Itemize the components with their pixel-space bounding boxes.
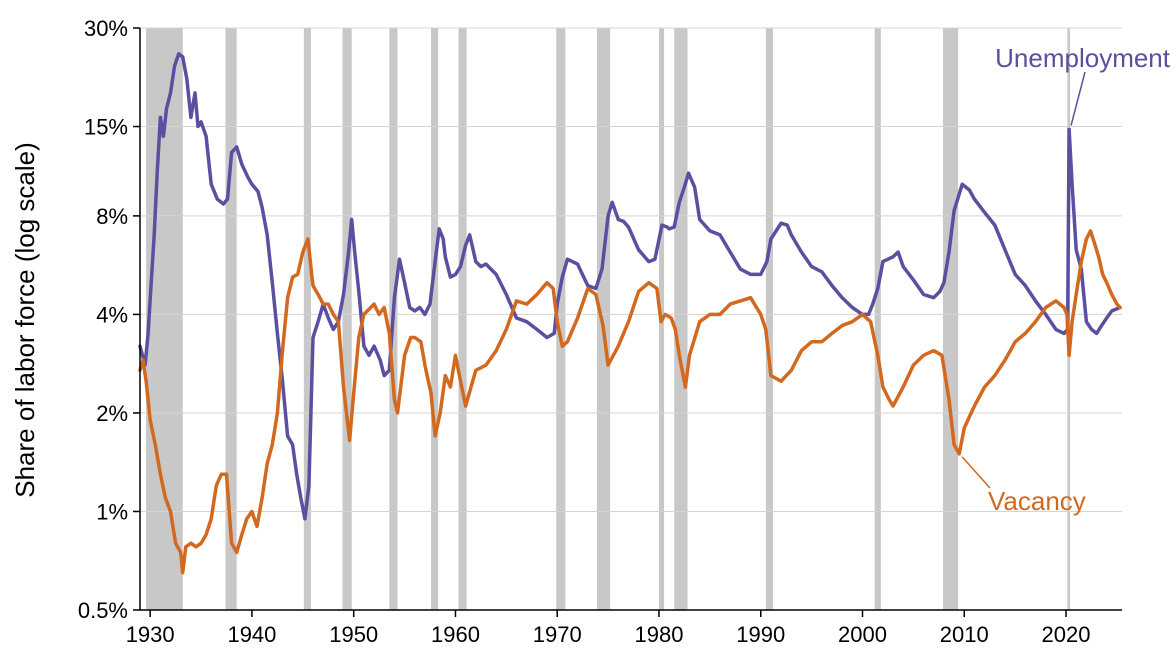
recession-band [596,28,611,610]
x-tick-label: 1940 [227,622,276,647]
y-tick-label: 8% [96,204,128,229]
recession-band [942,28,959,610]
recession-band [765,28,773,610]
unemployment-label: Unemployment [995,43,1171,73]
x-tick-label: 1980 [635,622,684,647]
x-tick-labels: 1930 1940 1950 1960 1970 1980 1990 2000 2010 2020 [126,622,1091,647]
y-tick-label: 1% [96,499,128,524]
recession-band [225,28,237,610]
series-line-vacancy [138,229,1122,575]
series-lines [138,52,1122,575]
recession-band [674,28,688,610]
series-line-unemployment [138,52,1122,521]
x-tick-label: 1950 [329,622,378,647]
y-tick-label: 2% [96,401,128,426]
y-tick-label: 30% [84,16,128,41]
y-tick-label: 4% [96,302,128,327]
x-tick-label: 1930 [126,622,175,647]
x-tick-label: 1960 [431,622,480,647]
recession-band [431,28,439,610]
vacancy-label: Vacancy [988,486,1086,516]
recession-band [874,28,881,610]
x-tick-label: 2000 [838,622,887,647]
unemployment-leader-line [1070,71,1086,126]
x-tick-label: 2020 [1042,622,1091,647]
recession-band [342,28,352,610]
recession-band [303,28,311,610]
x-tick-label: 2010 [940,622,989,647]
y-tick-label: 15% [84,115,128,140]
recession-band [458,28,467,610]
x-tick-label: 1990 [736,622,785,647]
y-axis-title: Share of labor force (log scale) [10,142,40,498]
vacancy-leader-line [961,456,991,489]
y-tick-labels: 30% 15% 8% 4% 2% 1% 0.5% [78,16,128,623]
axes [133,27,1122,617]
series-labels: Unemployment Vacancy [961,43,1171,516]
x-tick-label: 1970 [533,622,582,647]
y-tick-label: 0.5% [78,598,128,623]
recession-band [556,28,566,610]
